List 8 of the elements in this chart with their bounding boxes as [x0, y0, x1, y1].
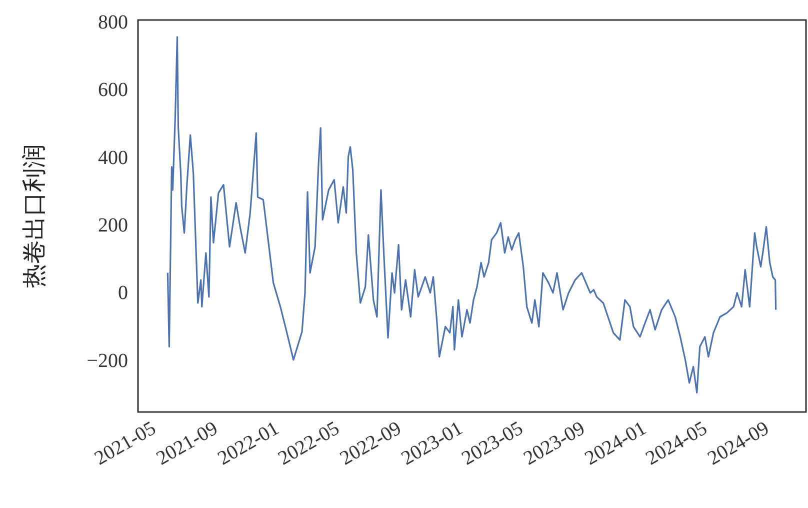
y-tick-label: 800: [98, 11, 128, 34]
y-tick-label: 0: [118, 282, 128, 304]
y-tick-label: −200: [86, 350, 128, 372]
y-tick-label: 200: [98, 214, 128, 237]
y-tick-label: 400: [98, 146, 128, 169]
line-series: [166, 36, 777, 394]
y-axis-title: 热卷出口利润: [20, 144, 48, 288]
y-tick-label: 600: [98, 79, 128, 102]
